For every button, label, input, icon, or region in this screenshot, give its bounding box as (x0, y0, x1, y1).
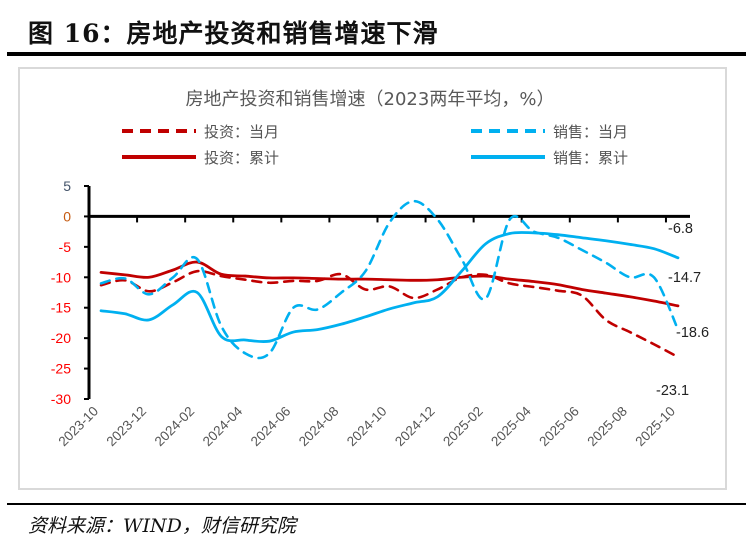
series-line-1 (99, 199, 680, 360)
x-tick-label: 2024-02 (152, 404, 198, 450)
legend-label-2: 投资：累计 (204, 149, 279, 167)
chart-title: 房地产投资和销售增速（2023两年平均，%） (186, 89, 555, 110)
x-tick-label: 2023-12 (104, 404, 150, 450)
end-labels: -23.1 -18.6 -14.7 -6.8 (656, 221, 709, 399)
legend-label-1: 销售：当月 (553, 123, 628, 141)
end-label-1: -18.6 (676, 325, 709, 341)
x-tick-label: 2025-06 (536, 404, 582, 450)
y-tick-label: -5 (59, 239, 72, 255)
series-line-3 (99, 231, 680, 344)
chart-frame (18, 67, 727, 490)
y-tick-label: 5 (63, 178, 71, 194)
x-tick-label: 2024-10 (344, 404, 390, 450)
x-tick-label: 2024-12 (392, 404, 438, 450)
y-tick-label: 0 (63, 208, 71, 224)
series-lines (99, 199, 680, 360)
legend-label-3: 销售：累计 (553, 149, 628, 167)
y-tick-label: -10 (51, 269, 71, 285)
title-divider (7, 52, 746, 56)
y-tick-label: -25 (51, 361, 71, 377)
series-line-0 (99, 269, 680, 359)
x-tick-label: 2024-04 (200, 403, 246, 449)
x-tick-label: 2025-02 (440, 404, 486, 450)
end-label-0: -23.1 (656, 383, 689, 399)
x-tick-label: 2024-06 (248, 404, 294, 450)
source-divider (7, 503, 746, 505)
x-tick-label: 2025-08 (584, 404, 630, 450)
end-label-2: -14.7 (668, 270, 701, 286)
y-tick-label: -30 (51, 391, 71, 407)
x-tick-label: 2025-04 (488, 403, 534, 449)
y-tick-label: -15 (51, 300, 71, 316)
legend-label-0: 投资：当月 (204, 123, 279, 141)
x-tick-label: 2024-08 (296, 404, 342, 450)
end-label-3: -6.8 (668, 221, 693, 237)
series-line-2 (99, 260, 680, 308)
figure-title: 图 16：房地产投资和销售增速下滑 (28, 19, 439, 48)
x-tick-label: 2025-10 (632, 404, 678, 450)
source-note: 资料来源：WIND，财信研究院 (28, 515, 296, 537)
y-tick-label: -20 (51, 330, 71, 346)
x-tick-label: 2023-10 (55, 404, 101, 450)
